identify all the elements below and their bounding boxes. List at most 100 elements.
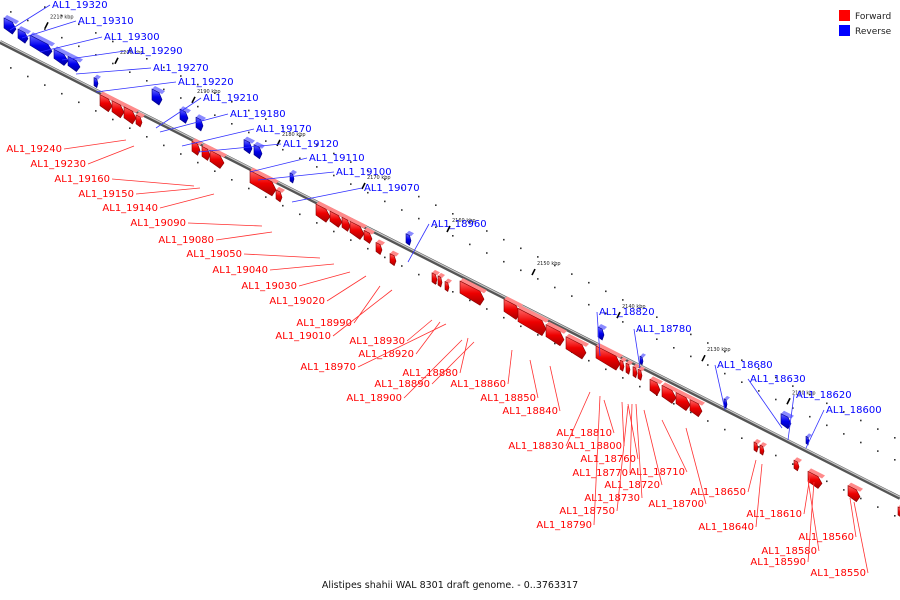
leader-line	[747, 378, 783, 429]
gene-label: AL1_18550	[810, 568, 866, 579]
reverse-gene-block	[4, 15, 19, 25]
gene-label: AL1_18710	[629, 467, 685, 478]
forward-gene-block	[349, 220, 365, 240]
gene-label: AL1_18860	[450, 379, 506, 390]
leader-line	[159, 113, 229, 133]
gene-label: AL1_18770	[572, 468, 628, 479]
leader-line	[596, 311, 601, 357]
forward-gene-block	[518, 305, 549, 323]
gene-label: AL1_19240	[6, 144, 62, 155]
leader-line	[853, 501, 869, 574]
forward-gene-block	[565, 336, 587, 360]
gene-label: AL1_18800	[566, 441, 622, 452]
gene-label: AL1_18790	[536, 520, 592, 531]
forward-gene-block	[201, 145, 211, 161]
leader-line	[298, 271, 351, 287]
gene-label: AL1_19010	[275, 331, 331, 342]
leader-line	[459, 337, 469, 374]
forward-gene-block	[432, 269, 440, 276]
gene-label: AL1_18680	[717, 360, 773, 371]
forward-gene-block	[209, 149, 225, 169]
forward-gene-block	[99, 94, 113, 113]
reverse-gene-block	[598, 323, 607, 331]
gene-label: AL1_19050	[186, 249, 242, 260]
gene-label: AL1_18810	[556, 428, 612, 439]
forward-gene-block	[341, 216, 351, 232]
gene-label: AL1_19180	[230, 109, 286, 120]
reverse-gene-block	[196, 114, 206, 121]
leader-line	[95, 81, 177, 93]
leader-line	[549, 365, 561, 412]
leader-line	[291, 187, 363, 203]
gene-label: AL1_18760	[580, 454, 636, 465]
gene-label: AL1_18580	[761, 546, 817, 557]
leader-line	[332, 289, 393, 337]
leader-line	[197, 143, 282, 153]
gene-label: AL1_18850	[480, 393, 536, 404]
leader-line	[61, 50, 126, 61]
gene-label: AL1_18750	[559, 506, 615, 517]
legend-forward-label: Forward	[855, 12, 891, 22]
forward-gene-block	[249, 170, 277, 197]
reverse-gene-block	[67, 55, 81, 72]
leader-line	[243, 253, 321, 259]
leader-line	[593, 395, 601, 526]
gene-label: AL1_18970	[300, 362, 356, 373]
reverse-gene-block	[639, 355, 644, 366]
gene-label: AL1_19040	[212, 265, 268, 276]
gene-label: AL1_18600	[826, 405, 882, 416]
leader-line	[629, 403, 633, 474]
forward-gene-block	[342, 214, 353, 222]
leader-line	[565, 391, 591, 447]
reverse-gene-block	[597, 326, 605, 341]
forward-gene-block	[316, 201, 333, 212]
leader-line	[181, 128, 255, 147]
gene-label: AL1_18730	[584, 493, 640, 504]
forward-gene-block	[123, 106, 137, 125]
forward-gene-block	[275, 189, 283, 203]
legend-reverse-swatch	[839, 25, 850, 36]
gene-label: AL1_18930	[349, 336, 405, 347]
gene-label: AL1_19080	[158, 235, 214, 246]
forward-gene-block	[808, 468, 825, 479]
gene-label: AL1_18590	[750, 557, 806, 568]
forward-gene-block	[202, 143, 213, 151]
leader-line	[215, 231, 273, 241]
gene-label: AL1_18630	[750, 374, 806, 385]
forward-gene-block	[661, 384, 677, 404]
kbp-tick-label: 2190 kbp	[197, 89, 221, 95]
reverse-gene-block	[151, 88, 163, 106]
reverse-gene-block	[406, 230, 414, 237]
gene-label: AL1_19150	[78, 189, 134, 200]
kbp-tick-label: 2130 kbp	[707, 347, 731, 353]
reverse-gene-block	[29, 34, 53, 57]
leader-line	[353, 285, 381, 324]
reverse-gene-block	[18, 26, 31, 35]
forward-gene-block	[689, 399, 703, 418]
forward-gene-block	[619, 359, 625, 372]
kbp-ticks: 2210 kbp 2200 kbp 2190 kbp 2180 kbp 2170 kbp…	[44, 14, 816, 405]
leader-line	[406, 319, 433, 342]
leader-line	[135, 187, 201, 195]
gene-label: AL1_18720	[604, 480, 660, 491]
leader-line	[787, 394, 795, 441]
leader-line	[155, 97, 202, 129]
kbp-tick-label: 2150 kbp	[537, 261, 561, 267]
gene-label: AL1_19090	[130, 218, 186, 229]
leader-line	[75, 67, 152, 75]
forward-gene-block	[759, 444, 765, 456]
gene-label: AL1_18830	[508, 441, 564, 452]
gene-label: AL1_19290	[127, 46, 183, 57]
forward-gene-block	[444, 280, 450, 292]
forward-gene-block	[793, 459, 800, 472]
forward-gene-block	[847, 485, 861, 503]
reverse-gene-block	[640, 353, 646, 358]
leader-line	[529, 359, 539, 399]
reverse-gene-block	[3, 17, 17, 35]
forward-gene-block	[100, 91, 115, 101]
gene-label: AL1_18840	[502, 406, 558, 417]
gene-label: AL1_18700	[648, 499, 704, 510]
leader-line	[187, 222, 263, 227]
forward-gene-block	[794, 457, 802, 463]
